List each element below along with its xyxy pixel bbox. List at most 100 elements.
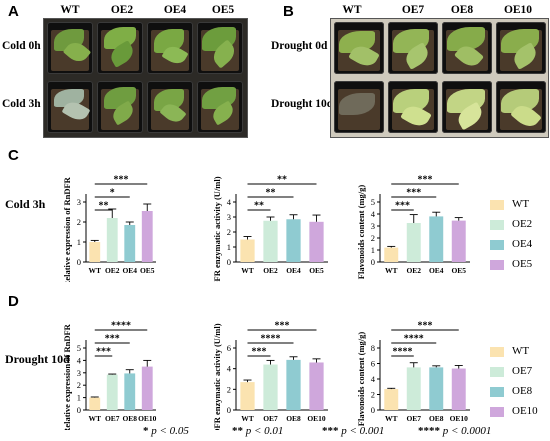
y-tick-label: 4 bbox=[227, 197, 232, 207]
y-tick-label: 2 bbox=[77, 380, 81, 390]
panel-c-row-label: Cold 3h bbox=[5, 197, 46, 211]
panel-a-col-4: OE5 bbox=[211, 4, 235, 16]
y-axis-label: Flavonoids content (mg/g) bbox=[356, 185, 366, 280]
legend-label: OE5 bbox=[512, 258, 533, 270]
sig-key-4: **** p < 0.0001 bbox=[418, 425, 492, 437]
bar-oe5 bbox=[309, 221, 324, 262]
bar-wt bbox=[240, 382, 255, 410]
panel-label-c: C bbox=[8, 147, 19, 164]
bar-oe10 bbox=[141, 366, 153, 410]
bar-oe2 bbox=[263, 220, 278, 262]
x-tick-label: OE10 bbox=[307, 414, 326, 423]
x-tick-label: OE2 bbox=[263, 266, 278, 275]
bar-oe7 bbox=[263, 364, 278, 410]
significance-stars: * bbox=[110, 188, 115, 199]
x-tick-label: OE4 bbox=[286, 266, 301, 275]
significance-stars: ** bbox=[254, 201, 264, 212]
x-tick-label: OE7 bbox=[263, 414, 278, 423]
x-tick-label: WT bbox=[385, 266, 398, 275]
legend-label: WT bbox=[512, 345, 530, 357]
chart-d3: Flavonoids content (mg/g) 0 2 4 6 8 WT OE7 OE8 OE… bbox=[356, 321, 470, 427]
significance-stars: ** bbox=[266, 188, 276, 199]
significance-stars: *** bbox=[418, 175, 433, 186]
y-tick-label: 0 bbox=[371, 257, 375, 267]
y-tick-label: 3 bbox=[77, 368, 81, 378]
significance-stars: ** bbox=[99, 201, 109, 212]
x-tick-label: OE7 bbox=[406, 414, 421, 423]
y-tick-label: 0 bbox=[227, 405, 231, 415]
y-tick-label: 4 bbox=[77, 355, 82, 365]
y-tick-label: 3 bbox=[227, 212, 231, 222]
panel-b-row-1: Drought 0d bbox=[271, 40, 328, 52]
panel-a-col-1: WT bbox=[60, 4, 80, 16]
panel-a-col-2: OE2 bbox=[110, 4, 134, 16]
x-tick-label: OE2 bbox=[406, 266, 421, 275]
significance-stars: *** bbox=[96, 347, 111, 358]
significance-stars: ** bbox=[277, 175, 287, 186]
x-tick-label: OE2 bbox=[105, 266, 120, 275]
legend-swatch bbox=[490, 387, 504, 397]
legend-label: OE4 bbox=[512, 238, 533, 250]
x-tick-label: OE4 bbox=[122, 266, 137, 275]
significance-stars: *** bbox=[395, 201, 410, 212]
legend-swatch bbox=[490, 367, 504, 377]
y-tick-label: 5 bbox=[371, 197, 375, 207]
bar-oe4 bbox=[124, 225, 136, 262]
panel-label-d: D bbox=[8, 293, 19, 310]
legend-swatch bbox=[490, 200, 504, 210]
significance-stars: **** bbox=[261, 334, 281, 345]
y-tick-label: 1 bbox=[77, 237, 81, 247]
y-tick-label: 1 bbox=[77, 393, 81, 403]
y-tick-label: 2 bbox=[227, 227, 231, 237]
legend-label: OE2 bbox=[512, 218, 533, 230]
panel-b-row-2: Drought 10d bbox=[271, 98, 334, 110]
panel-d-row-label: Drought 10d bbox=[5, 352, 70, 366]
legend-label: OE10 bbox=[512, 405, 538, 417]
legend-swatch bbox=[490, 407, 504, 417]
y-tick-label: 3 bbox=[77, 197, 81, 207]
bar-wt bbox=[89, 242, 101, 262]
y-axis-label: Relative expression of RnDFR bbox=[62, 176, 72, 282]
bar-oe10 bbox=[309, 362, 324, 410]
y-axis-label: DFR enzymatic activity (U/ml) bbox=[212, 323, 222, 430]
y-axis-label: Flavonoids content (mg/g) bbox=[356, 332, 366, 427]
significance-stars: *** bbox=[114, 175, 129, 186]
bar-oe7 bbox=[106, 374, 118, 410]
bar-oe5 bbox=[141, 211, 153, 262]
bar-oe2 bbox=[406, 223, 421, 262]
significance-stars: **** bbox=[111, 321, 131, 332]
bar-oe10 bbox=[451, 368, 466, 410]
panel-label-a: A bbox=[8, 3, 19, 20]
bar-wt bbox=[240, 239, 255, 262]
legend-swatch bbox=[490, 260, 504, 270]
sig-key-3: *** p < 0.001 bbox=[322, 425, 385, 437]
legend-label: OE8 bbox=[512, 385, 533, 397]
bar-wt bbox=[384, 389, 399, 410]
y-tick-label: 2 bbox=[77, 217, 81, 227]
y-tick-label: 5 bbox=[77, 343, 81, 353]
chart-d2: DFR enzymatic activity (U/ml) 0 2 4 6 WT OE7 OE… bbox=[212, 321, 328, 430]
legend-label: OE7 bbox=[512, 365, 533, 377]
sig-key-1: * p < 0.05 bbox=[143, 425, 189, 437]
bar-oe8 bbox=[429, 367, 444, 410]
y-tick-label: 1 bbox=[227, 242, 231, 252]
legend-swatch bbox=[490, 240, 504, 250]
x-tick-label: OE7 bbox=[105, 414, 120, 423]
significance-stars: *** bbox=[406, 188, 421, 199]
x-tick-label: OE5 bbox=[140, 266, 155, 275]
y-tick-label: 0 bbox=[77, 405, 81, 415]
x-tick-label: WT bbox=[241, 414, 254, 423]
x-tick-label: OE8 bbox=[286, 414, 301, 423]
x-tick-label: OE5 bbox=[309, 266, 324, 275]
y-tick-label: 3 bbox=[371, 221, 375, 231]
y-tick-label: 0 bbox=[227, 257, 231, 267]
panel-a-row-1: Cold 0h bbox=[2, 40, 41, 52]
y-tick-label: 1 bbox=[371, 245, 375, 255]
bar-oe7 bbox=[406, 367, 421, 410]
x-tick-label: WT bbox=[88, 414, 101, 423]
chart-c3: Flavonoids content (mg/g) 0 1 2 3 4 5 WT OE2 OE4 O… bbox=[356, 175, 470, 280]
sig-key-2: ** p < 0.01 bbox=[232, 425, 284, 437]
bar-oe4 bbox=[286, 219, 301, 262]
y-tick-label: 4 bbox=[227, 364, 232, 374]
